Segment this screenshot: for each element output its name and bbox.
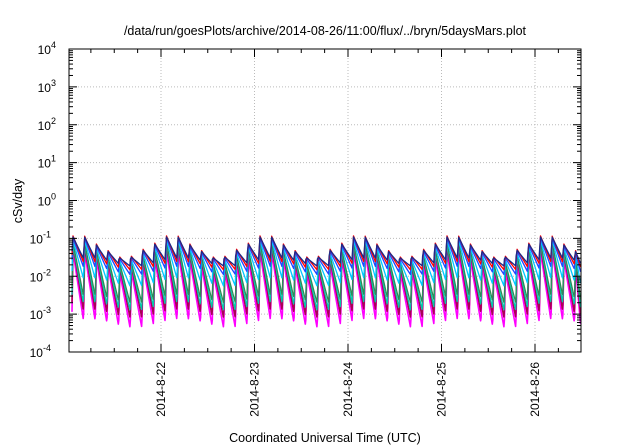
- x-tick-label: 2014-8-23: [248, 362, 262, 417]
- x-tick-label: 2014-8-26: [528, 362, 542, 417]
- x-tick-label: 2014-8-25: [435, 362, 449, 417]
- y-tick-label: 10-2: [30, 267, 51, 284]
- x-axis: 2014-8-22 2014-8-23 2014-8-24 2014-8-25 2014…: [90, 49, 559, 417]
- y-tick-label: 103: [38, 78, 56, 95]
- chart-title: /data/run/goesPlots/archive/2014-08-26/1…: [124, 24, 527, 38]
- x-axis-title: Coordinated Universal Time (UTC): [229, 431, 421, 445]
- x-tick-label: 2014-8-24: [341, 362, 355, 417]
- y-tick-label: 104: [38, 40, 56, 57]
- y-axis: 10-4 10-3 10-2 10-1 100 101 102 103 104: [30, 40, 581, 360]
- y-axis-title: cSv/day: [11, 178, 25, 223]
- x-tick-label: 2014-8-22: [154, 362, 168, 417]
- series-line-7: [71, 236, 582, 267]
- y-tick-label: 100: [38, 192, 56, 209]
- data-series: [71, 235, 582, 328]
- y-tick-label: 102: [38, 116, 56, 133]
- y-tick-label: 10-1: [30, 229, 51, 246]
- y-tick-label: 101: [38, 154, 56, 171]
- y-tick-label: 10-4: [30, 343, 51, 360]
- y-tick-label: 10-3: [30, 305, 51, 322]
